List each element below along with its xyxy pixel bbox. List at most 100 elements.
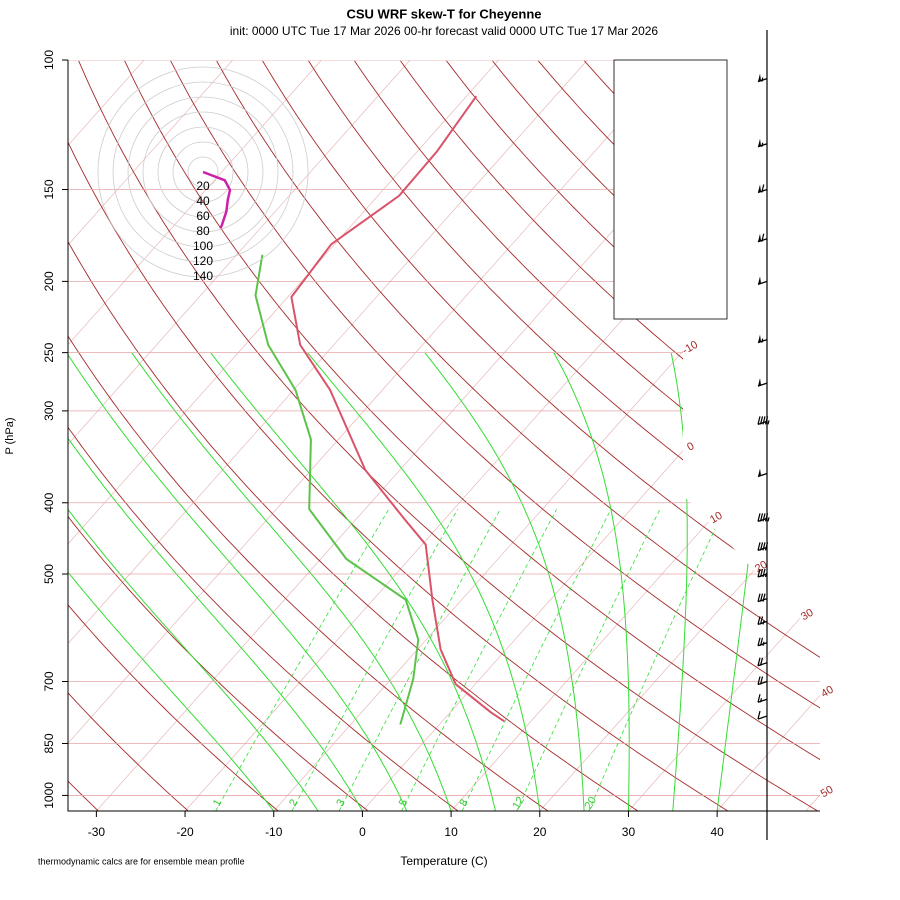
- moist-adiabat: [68, 352, 363, 811]
- moist-adiabat: [131, 352, 452, 811]
- dry-adiabat: [216, 60, 820, 811]
- dry-adiabat: [68, 60, 369, 811]
- barb-feather: [759, 637, 764, 646]
- temperature-profile: [290, 95, 505, 723]
- isotherm: [805, 60, 820, 811]
- mixing-ratio-label: 8: [457, 797, 470, 808]
- barb-shaft: [757, 597, 768, 603]
- barb-feather: [757, 416, 761, 425]
- info-box: [613, 59, 728, 320]
- barb-feather: [757, 694, 761, 703]
- wind-barb: [757, 334, 768, 344]
- wind-barb: [757, 694, 768, 703]
- mixing-ratio-label: 2: [287, 797, 300, 808]
- barb-half: [761, 142, 764, 147]
- dry-adiabat: [767, 60, 820, 811]
- background-lines: [68, 60, 900, 811]
- isotherm: [716, 60, 820, 811]
- moist-adiabat: [553, 352, 630, 811]
- hodograph-ring: [97, 66, 309, 278]
- wind-barb: [757, 657, 768, 667]
- barb-half: [761, 338, 764, 343]
- isotherm: [895, 60, 900, 811]
- footnote: thermodynamic calcs are for ensemble mea…: [38, 856, 245, 866]
- hodograph-ring: [172, 141, 234, 203]
- isotherm: [539, 60, 820, 811]
- barb-flag: [758, 73, 761, 82]
- wind-barb: [757, 637, 768, 647]
- isotherm: [68, 60, 145, 811]
- isotherm: [628, 60, 820, 811]
- y-tick-label: 700: [42, 671, 56, 691]
- barb-shaft: [757, 620, 768, 626]
- moist-adiabat: [670, 352, 688, 811]
- barb-feather: [757, 616, 761, 625]
- isotherm: [68, 60, 233, 811]
- barb-flag: [758, 378, 761, 387]
- y-tick-label: 1000: [42, 782, 56, 809]
- y-tick-label: 400: [42, 492, 56, 512]
- dry-adiabat: [68, 60, 279, 811]
- y-tick-label: 500: [42, 564, 56, 584]
- barb-feather: [757, 513, 761, 522]
- barb-shaft: [757, 642, 768, 647]
- wind-barb: [757, 710, 768, 720]
- isotherm: [68, 60, 677, 811]
- x-tick-label: -10: [265, 825, 283, 839]
- dry-adiabat: [68, 60, 459, 811]
- barb-half: [762, 641, 765, 646]
- chart-title: CSU WRF skew-T for Cheyenne: [346, 6, 541, 21]
- barb-flag: [758, 276, 761, 285]
- wind-barb: [757, 378, 768, 387]
- y-tick-label: 300: [42, 401, 56, 421]
- dry-adiabat: [68, 60, 639, 811]
- barb-feather: [757, 637, 761, 646]
- moist-adiabat: [68, 352, 275, 811]
- isotherm-label: -10: [680, 339, 700, 357]
- barb-feather: [762, 593, 766, 602]
- moist-adiabat: [68, 352, 408, 811]
- hodograph-ring-label: 40: [196, 194, 210, 208]
- x-tick-label: 0: [359, 825, 366, 839]
- barb-feather: [759, 657, 764, 666]
- barb-feather: [757, 657, 761, 666]
- isotherm: [68, 60, 411, 811]
- y-tick-label: 250: [42, 342, 56, 362]
- wind-barb: [757, 468, 768, 478]
- isotherm-label: 10: [708, 510, 725, 527]
- barb-feather: [761, 184, 765, 193]
- y-axis-label: P (hPa): [4, 417, 16, 454]
- wind-barb: [757, 568, 768, 578]
- dry-adiabat: [78, 60, 818, 811]
- barb-shaft: [757, 546, 768, 552]
- barb-shaft: [757, 698, 768, 703]
- dry-adiabat: [446, 60, 820, 811]
- wind-barb: [757, 616, 768, 626]
- mixing-ratio-label: 12: [510, 795, 527, 812]
- barb-feather: [757, 676, 761, 685]
- dry-adiabat: [68, 60, 189, 811]
- dry-adiabat: [124, 60, 820, 811]
- hodograph-ring-label: 100: [193, 239, 213, 253]
- wind-barb: [757, 184, 768, 194]
- dry-adiabat: [68, 60, 729, 811]
- dry-adiabat: [68, 60, 549, 811]
- isotherm: [68, 60, 499, 811]
- barb-shaft: [757, 680, 768, 686]
- barb-half: [764, 572, 768, 578]
- moist-adiabat: [210, 352, 496, 811]
- x-tick-label: 10: [444, 825, 458, 839]
- barb-feather: [762, 568, 766, 578]
- barb-feather: [759, 593, 764, 602]
- x-axis-label: Temperature (C): [400, 854, 487, 868]
- barb-feather: [757, 593, 761, 602]
- isotherm: [184, 60, 820, 811]
- mixing-ratio-label: 20: [583, 795, 600, 812]
- mixing-ratio-line: [588, 509, 725, 811]
- barb-shaft: [757, 662, 768, 667]
- mixing-ratio-label: 3: [334, 797, 347, 808]
- isotherm-label: 20: [753, 559, 770, 576]
- barb-feather: [757, 568, 761, 578]
- mixing-ratio-line: [338, 509, 501, 811]
- barb-half: [761, 77, 764, 82]
